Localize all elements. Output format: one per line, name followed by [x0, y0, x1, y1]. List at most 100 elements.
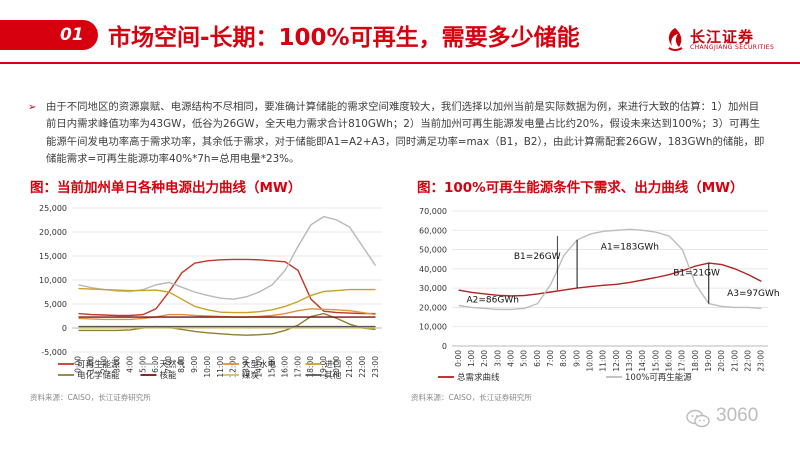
bullet-paragraph: ➢ 由于不同地区的资源禀赋、电源结构不尽相同，要准确计算储能的需求空间难度较大，…	[28, 99, 766, 169]
y-tick-label: 10,000	[419, 323, 447, 332]
legend-label: 其他	[325, 370, 343, 381]
x-tick-label: 3:00	[493, 350, 502, 367]
x-tick-label: 12:00	[229, 356, 238, 378]
x-tick-label: 7:00	[164, 356, 173, 373]
chart-annotation: A3=97GWh	[727, 289, 779, 299]
x-tick-label: 8:00	[177, 356, 186, 373]
x-tick-label: 1:00	[87, 356, 96, 373]
x-tick-label: 18:00	[691, 350, 700, 372]
x-tick-label: 0:00	[454, 350, 463, 367]
legend-label: 总需求曲线	[457, 372, 500, 383]
x-tick-label: 15:00	[267, 356, 276, 378]
x-tick-label: 4:00	[125, 356, 134, 373]
x-tick-label: 23:00	[757, 350, 766, 372]
wechat-icon	[686, 409, 710, 428]
x-tick-label: 22:00	[744, 350, 753, 372]
left-chart: -5,000 0 5,000 10,000 15,000 20,000 25,000 0:00…	[39, 204, 382, 381]
x-tick-label: 3:00	[112, 356, 121, 373]
left-figure-title: 图：当前加州单日各种电源出力曲线（MW）	[30, 180, 302, 196]
x-tick-label: 15:00	[651, 350, 660, 372]
y-tick-label: 20,000	[419, 303, 447, 312]
x-tick-label: 2:00	[480, 350, 489, 367]
y-tick-label: 60,000	[419, 226, 447, 235]
arrow-bullet-icon: ➢	[28, 102, 37, 113]
y-tick-label: 15,000	[39, 252, 67, 261]
y-tick-label: 20,000	[39, 228, 67, 237]
y-tick-label: 70,000	[419, 207, 447, 216]
x-tick-label: 23:00	[371, 356, 380, 378]
x-tick-label: 13:00	[625, 350, 634, 372]
right-source-note: 资料来源：CAISO，长江证券研究所	[411, 393, 532, 402]
x-tick-label: 9:00	[572, 350, 581, 367]
x-tick-label: 10:00	[586, 350, 595, 372]
x-tick-label: 18:00	[306, 356, 315, 378]
series-line	[78, 287, 376, 314]
legend-label: 煤炭	[242, 370, 260, 381]
series-line	[78, 215, 377, 300]
y-tick-label: 40,000	[419, 265, 447, 274]
y-tick-label: 0	[442, 342, 447, 351]
x-tick-label: 7:00	[546, 350, 555, 367]
page-title: 市场空间-长期：100%可再生，需要多少储能	[108, 25, 580, 51]
x-tick-label: 21:00	[730, 350, 739, 372]
logo-emblem-icon	[668, 28, 683, 51]
legend-label: 天然气	[160, 359, 186, 370]
x-tick-label: 10:00	[203, 356, 212, 378]
y-tick-label: 10,000	[39, 276, 67, 285]
y-tick-label: 0	[62, 324, 67, 333]
x-tick-label: 21:00	[345, 356, 354, 378]
legend-label: 核能	[160, 370, 178, 381]
logo-text-cn: 长江证券	[690, 28, 755, 46]
x-tick-label: 22:00	[358, 356, 367, 378]
legend-label: 100%可再生能源	[625, 372, 692, 383]
x-tick-label: 5:00	[520, 350, 529, 367]
x-tick-label: 12:00	[612, 350, 621, 372]
logo-text-en: CHANGJIANG SECURITIES	[690, 44, 775, 51]
x-tick-label: 17:00	[293, 356, 302, 378]
x-tick-label: 20:00	[717, 350, 726, 372]
y-tick-label: 50,000	[419, 246, 447, 255]
x-tick-label: 19:00	[704, 350, 713, 372]
series-line	[458, 228, 762, 311]
x-tick-label: 8:00	[559, 350, 568, 367]
chart-annotation: A1=183GWh	[601, 243, 659, 253]
y-tick-label: 5,000	[44, 300, 67, 309]
x-tick-label: 13:00	[242, 356, 251, 378]
right-chart: 0 10,000 20,000 30,000 40,000 50,000 60,000 70,…	[419, 207, 780, 383]
series-line	[78, 258, 376, 317]
right-figure-title: 图：100%可再生能源条件下需求、出力曲线（MW）	[417, 180, 744, 196]
bullet-text: 由于不同地区的资源禀赋、电源结构不尽相同，要准确计算储能的需求空间难度较大，我们…	[46, 101, 765, 166]
x-tick-label: 6:00	[533, 350, 542, 367]
slide-number-badge	[0, 20, 98, 50]
x-tick-label: 9:00	[190, 356, 199, 373]
series-line	[78, 312, 376, 336]
x-tick-label: 11:00	[599, 350, 608, 372]
x-tick-label: 2:00	[100, 356, 109, 373]
x-tick-label: 4:00	[507, 350, 516, 367]
x-tick-label: 14:00	[638, 350, 647, 372]
y-tick-label: 30,000	[419, 284, 447, 293]
slide-number: 01	[60, 25, 84, 45]
chart-annotation: B1=26GW	[514, 252, 561, 262]
slide-header: 01 市场空间-长期：100%可再生，需要多少储能 长江证券 CHANGJIAN…	[0, 0, 800, 64]
watermark-text: 3060	[716, 405, 759, 426]
y-tick-label: 25,000	[39, 204, 67, 213]
x-tick-label: 14:00	[255, 356, 264, 378]
series-line	[78, 308, 376, 321]
x-tick-label: 0:00	[74, 356, 83, 373]
left-source-note: 资料来源：CAISO，长江证券研究所	[30, 393, 151, 402]
series-line	[458, 262, 762, 297]
x-tick-label: 11:00	[216, 356, 225, 378]
company-logo: 长江证券 CHANGJIANG SECURITIES	[664, 26, 784, 56]
y-tick-label: -5,000	[41, 348, 67, 357]
chart-annotation: A2=86GWh	[466, 296, 518, 306]
legend-label: 电化学储能	[77, 370, 120, 381]
x-tick-label: 17:00	[678, 350, 687, 372]
wechat-watermark: 3060	[686, 405, 796, 435]
legend-label: 进口	[325, 360, 342, 370]
x-tick-label: 20:00	[332, 356, 341, 378]
x-tick-label: 1:00	[467, 350, 476, 367]
legend-label: 可再生能源	[77, 359, 120, 370]
chart-annotation: B1=21GW	[673, 269, 720, 279]
x-tick-label: 16:00	[665, 350, 674, 372]
